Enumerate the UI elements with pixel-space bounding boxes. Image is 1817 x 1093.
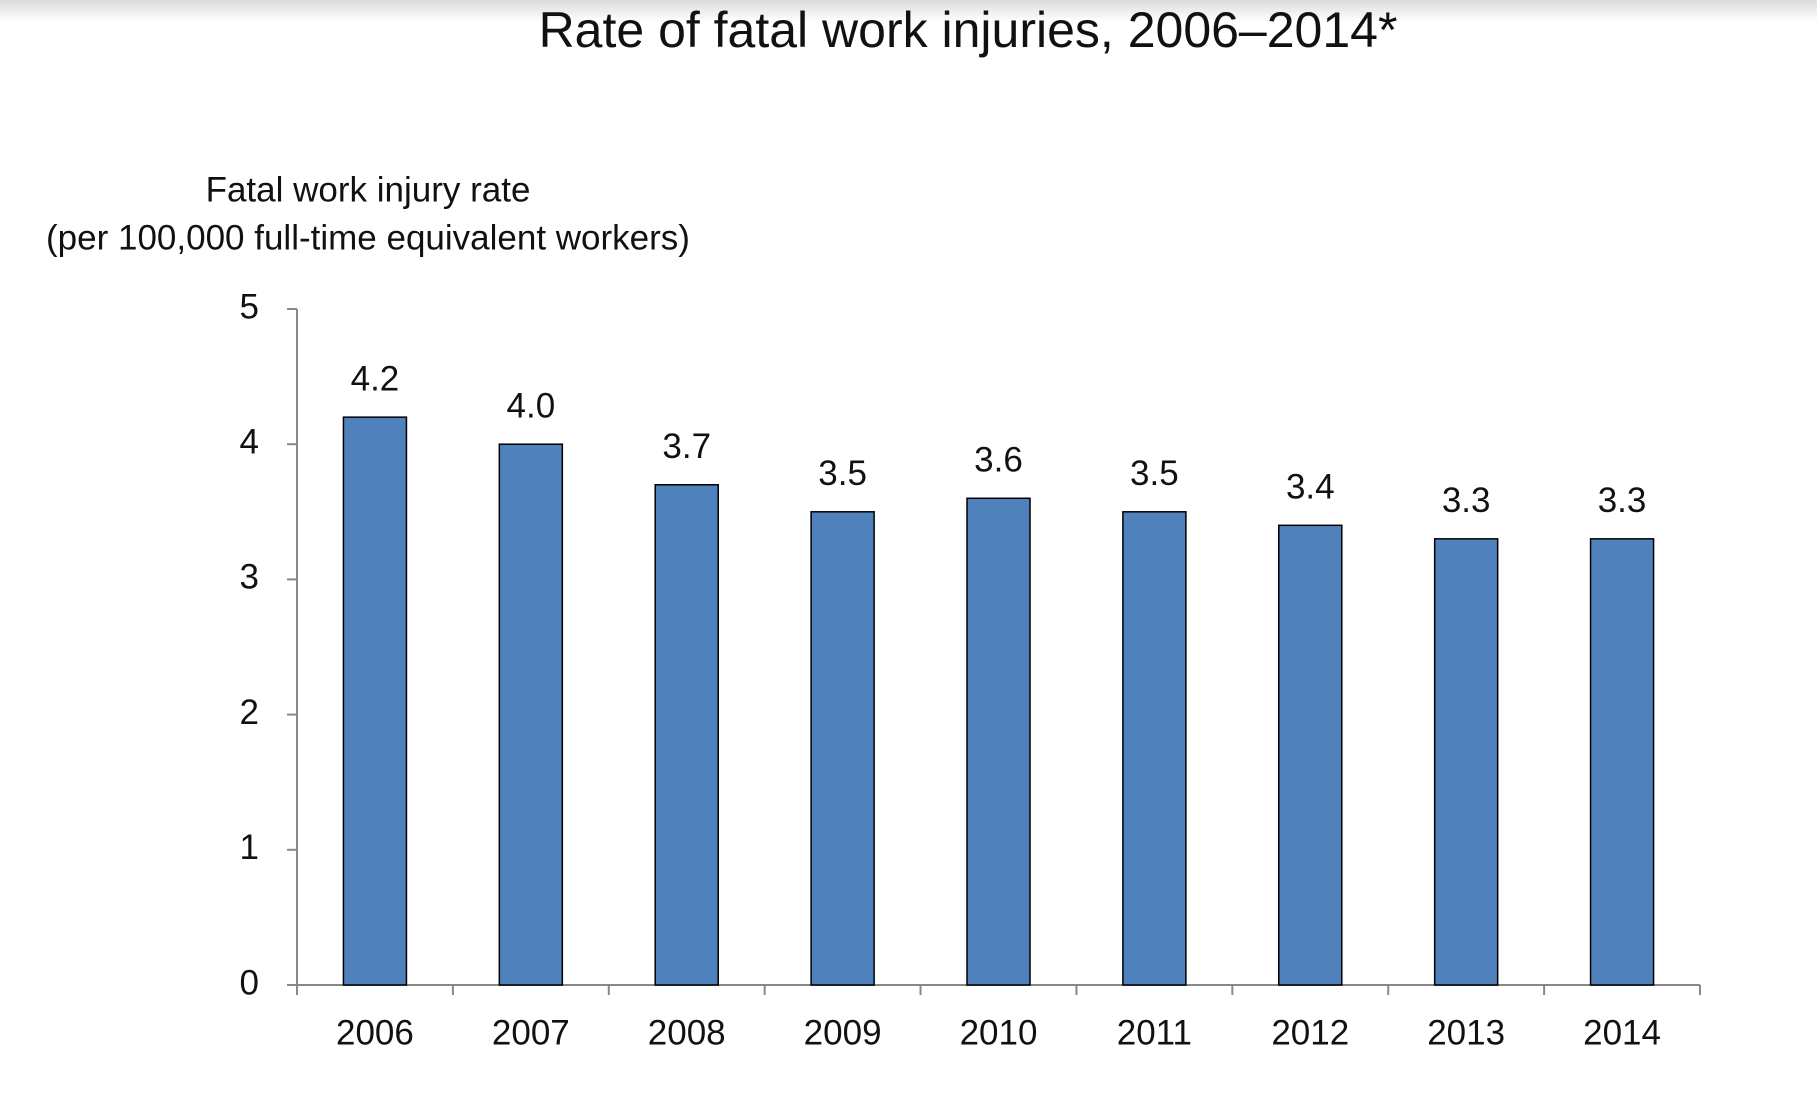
bar <box>966 497 1031 986</box>
bar <box>1433 538 1499 986</box>
value-label: 3.7 <box>662 427 711 466</box>
y-tick-label: 5 <box>240 287 259 326</box>
bar <box>654 484 719 986</box>
x-tick-label: 2014 <box>1583 1013 1661 1052</box>
bar <box>342 416 408 986</box>
bar <box>1278 524 1343 986</box>
x-tick-label: 2011 <box>1117 1013 1192 1052</box>
bar <box>1589 538 1655 986</box>
value-label: 4.2 <box>351 359 400 398</box>
bar <box>810 511 875 986</box>
x-tick-label: 2013 <box>1427 1013 1505 1052</box>
top-shade <box>0 0 1817 22</box>
value-label: 3.5 <box>1130 454 1179 493</box>
y-axis-label: (per 100,000 full-time equivalent worker… <box>46 218 690 257</box>
y-axis-label: Fatal work injury rate <box>206 170 531 209</box>
bar <box>1122 511 1187 986</box>
value-label: 3.6 <box>974 441 1023 480</box>
value-label: 3.3 <box>1598 481 1647 520</box>
y-tick-label: 3 <box>240 558 259 597</box>
y-tick-label: 2 <box>240 693 259 732</box>
y-tick-label: 4 <box>240 422 259 461</box>
bar <box>498 443 564 986</box>
value-label: 3.3 <box>1442 481 1491 520</box>
x-tick-label: 2009 <box>804 1013 882 1052</box>
value-label: 3.5 <box>818 454 867 493</box>
y-tick-label: 0 <box>240 963 259 1002</box>
value-label: 4.0 <box>507 386 556 425</box>
x-tick-label: 2010 <box>960 1013 1038 1052</box>
x-tick-label: 2008 <box>648 1013 726 1052</box>
x-tick-label: 2007 <box>492 1013 570 1052</box>
x-tick-label: 2006 <box>336 1013 414 1052</box>
y-tick-label: 1 <box>240 828 259 867</box>
value-label: 3.4 <box>1286 468 1335 507</box>
chart-title: Rate of fatal work injuries, 2006–2014* <box>539 2 1398 58</box>
x-tick-label: 2012 <box>1271 1013 1349 1052</box>
